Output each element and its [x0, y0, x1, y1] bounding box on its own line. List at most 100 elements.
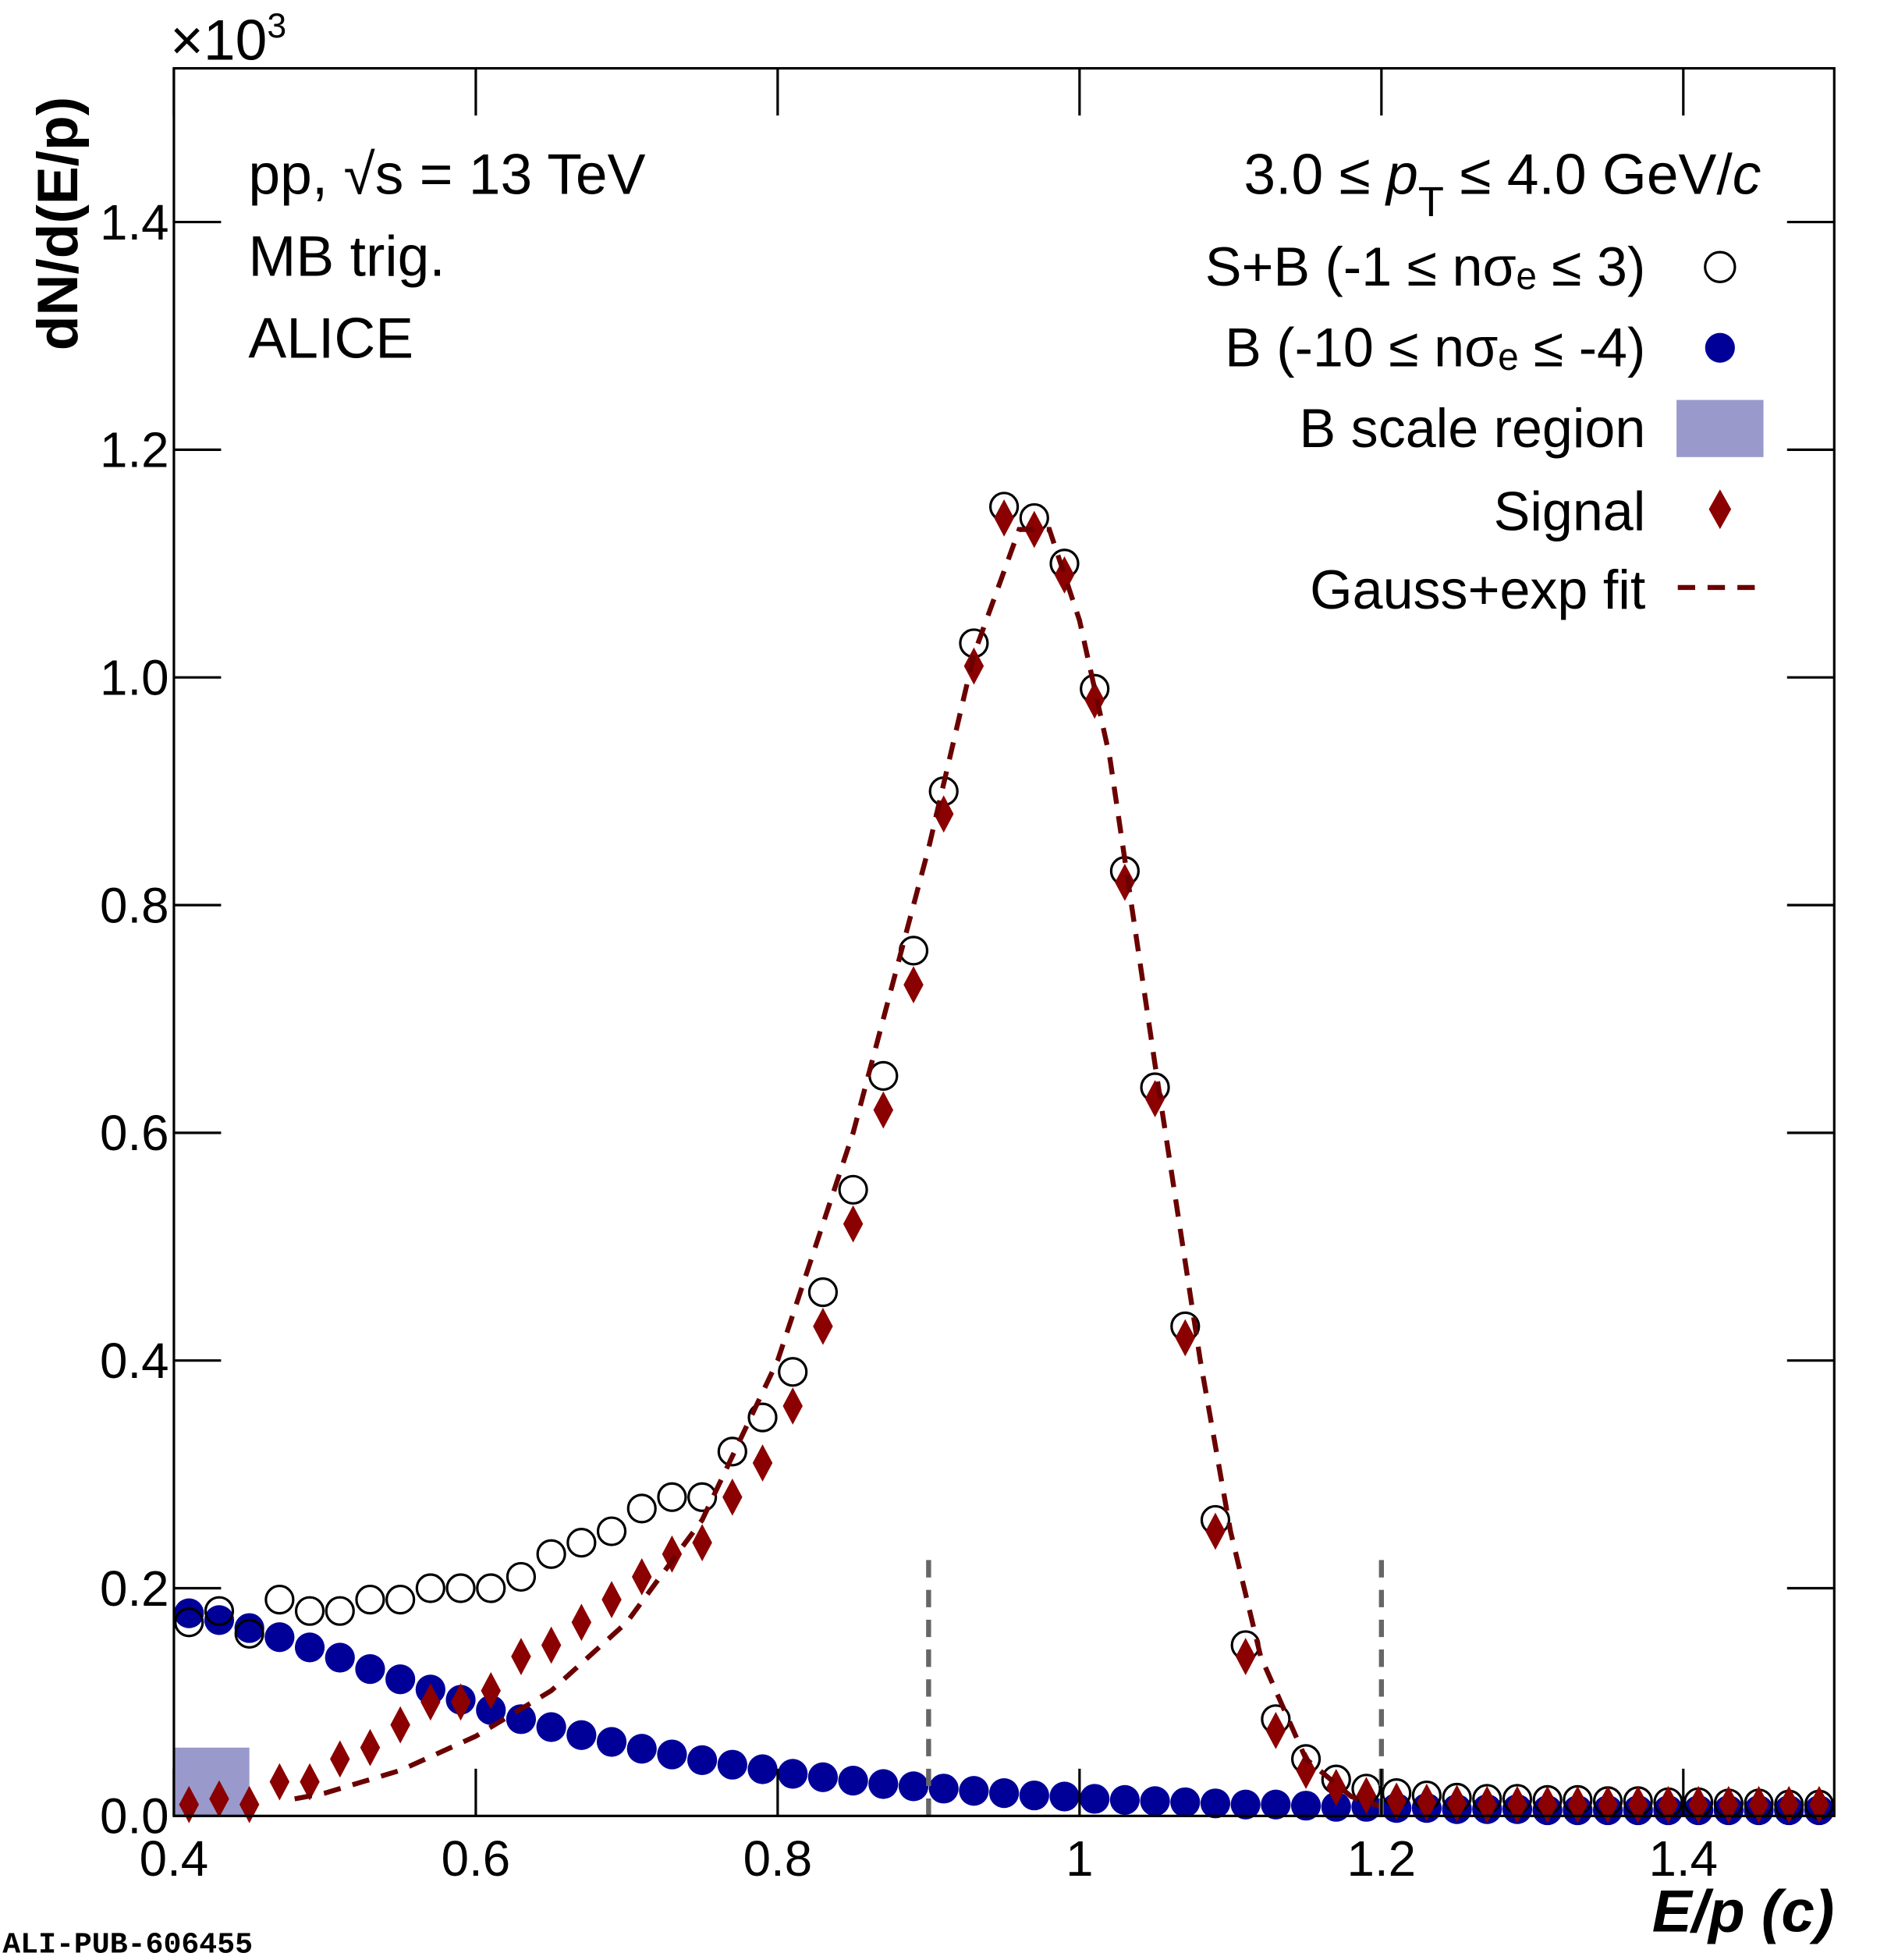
signal-point — [1537, 1785, 1558, 1823]
sb-point — [325, 1596, 355, 1626]
legend-label: B scale region — [1300, 398, 1646, 459]
sb-point — [566, 1528, 597, 1558]
background-point — [1230, 1789, 1261, 1820]
sb-point — [476, 1573, 506, 1603]
y-tick-label: 1.4 — [100, 195, 169, 250]
pt-label-part: 3.0 ≤ — [1243, 142, 1386, 206]
background-point — [988, 1778, 1020, 1809]
signal-point — [662, 1535, 683, 1573]
background-point — [204, 1605, 235, 1635]
signal-point — [752, 1444, 773, 1482]
y-axis-label: dN/d(E/p) — [26, 97, 90, 350]
background-point — [868, 1769, 899, 1799]
background-point — [838, 1766, 868, 1796]
sb-point — [385, 1585, 416, 1615]
signal-point — [1175, 1319, 1196, 1357]
annotation: ALICE — [248, 306, 413, 370]
background-point — [1109, 1784, 1140, 1816]
background-point — [1140, 1786, 1170, 1816]
background-point — [1019, 1780, 1049, 1811]
signal-point — [541, 1626, 562, 1664]
signal-point — [1809, 1785, 1829, 1823]
sb-point — [294, 1596, 325, 1626]
legend-symbol — [1676, 399, 1764, 457]
signal-point — [481, 1671, 501, 1710]
signal-point — [1446, 1784, 1467, 1823]
signal-point — [601, 1581, 622, 1618]
signal-point — [1235, 1638, 1256, 1675]
signal-point — [692, 1524, 712, 1562]
sb-point — [747, 1402, 778, 1433]
signal-point — [782, 1387, 803, 1425]
background-point — [355, 1654, 385, 1685]
sb-point — [506, 1561, 537, 1592]
background-point — [294, 1632, 325, 1663]
y-tick-label: 0.2 — [100, 1561, 169, 1617]
signal-point — [179, 1785, 200, 1823]
signal-point — [631, 1558, 652, 1596]
sb-point — [626, 1493, 657, 1524]
sb-point — [657, 1482, 687, 1512]
annotation: pp, √s = 13 TeV — [248, 142, 645, 206]
y-tick-label: 0.0 — [100, 1789, 169, 1845]
y-multiplier-exp: 3 — [267, 7, 286, 45]
y-tick-label: 1.0 — [100, 650, 169, 705]
sb-point — [687, 1482, 718, 1512]
signal-point — [1507, 1785, 1527, 1823]
background-point — [959, 1776, 989, 1806]
x-tick-label: 1.2 — [1347, 1831, 1417, 1887]
plot-frame — [172, 66, 1836, 1817]
background-point — [1049, 1781, 1080, 1812]
signal-point — [994, 499, 1014, 537]
fit-line — [294, 527, 1382, 1809]
signal-point — [722, 1478, 743, 1516]
annotation: MB trig. — [248, 224, 445, 288]
signal-point — [511, 1638, 531, 1675]
legend-label: B (-10 ≤ nσₑ ≤ -4) — [1225, 318, 1645, 378]
legend-label: Signal — [1494, 481, 1646, 542]
legend-label: S+B (-1 ≤ nσₑ ≤ 3) — [1205, 236, 1646, 297]
sb-point — [838, 1174, 868, 1205]
legend-symbol — [1708, 489, 1732, 530]
signal-point — [1417, 1783, 1437, 1821]
background-point — [1170, 1787, 1201, 1817]
y-multiplier: ×103 — [170, 7, 286, 73]
signal-point — [1054, 556, 1075, 594]
signal-point — [1748, 1785, 1769, 1823]
background-point — [687, 1745, 718, 1775]
watermark: ALI-PUB-606455 — [2, 1928, 253, 1960]
signal-point — [239, 1785, 260, 1823]
legend-symbol — [1704, 250, 1737, 283]
sb-point — [204, 1596, 235, 1626]
background-point — [1290, 1791, 1322, 1821]
background-point — [325, 1642, 355, 1673]
sb-point — [536, 1539, 566, 1569]
x-tick-label: 1.4 — [1649, 1831, 1719, 1887]
x-tick-label: 0.8 — [743, 1831, 813, 1887]
y-tick-label: 0.8 — [100, 878, 169, 933]
background-point — [385, 1664, 416, 1695]
background-point — [807, 1762, 839, 1792]
background-point — [264, 1622, 295, 1653]
sb-point — [717, 1436, 747, 1467]
signal-point — [300, 1763, 320, 1801]
pt-label-part: c — [1733, 142, 1761, 206]
sb-point — [264, 1585, 295, 1615]
background-point — [1200, 1788, 1231, 1819]
signal-point — [330, 1740, 350, 1778]
sb-point — [415, 1573, 445, 1603]
signal-point — [1115, 863, 1135, 901]
background-point — [928, 1774, 959, 1804]
background-point — [898, 1771, 929, 1802]
background-point — [536, 1712, 566, 1742]
background-point — [657, 1739, 687, 1770]
signal-point — [1265, 1712, 1286, 1749]
background-point — [234, 1613, 264, 1643]
sb-point — [445, 1573, 476, 1603]
signal-point — [1205, 1512, 1226, 1550]
signal-point — [1779, 1785, 1799, 1823]
x-tick-label: 0.4 — [140, 1831, 209, 1887]
background-point — [1321, 1791, 1351, 1822]
